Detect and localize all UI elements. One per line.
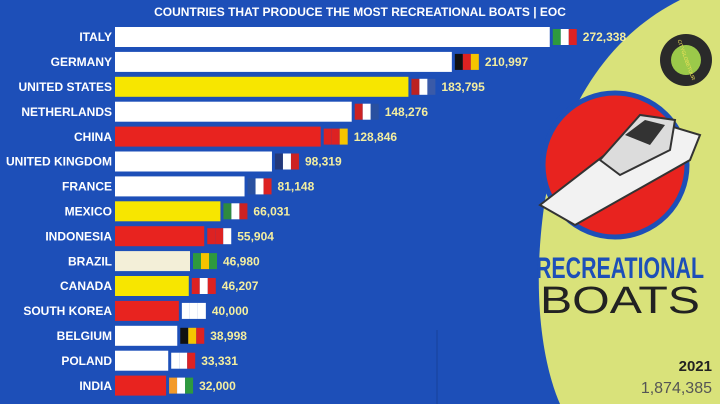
flag xyxy=(209,253,218,270)
value-label: 40,000 xyxy=(212,304,249,318)
flag xyxy=(282,153,291,170)
flag xyxy=(560,29,569,45)
bar xyxy=(115,27,550,47)
category-label: BELGIUM xyxy=(57,329,112,343)
flag xyxy=(189,302,198,319)
flag xyxy=(177,377,186,394)
flag xyxy=(354,103,363,120)
value-label: 55,904 xyxy=(237,229,274,243)
category-label: FRANCE xyxy=(62,180,112,194)
flag xyxy=(188,327,197,344)
bar xyxy=(115,251,191,272)
bar xyxy=(115,126,321,147)
flag xyxy=(193,253,202,270)
flag xyxy=(191,278,200,294)
year: 2021 xyxy=(679,358,712,375)
flag xyxy=(454,53,463,70)
category-label: CANADA xyxy=(60,279,112,293)
logo-globe xyxy=(671,45,701,75)
flag xyxy=(274,153,283,170)
flag xyxy=(196,327,205,344)
flag xyxy=(207,228,216,245)
category-label: NETHERLANDS xyxy=(21,105,112,119)
flag xyxy=(179,352,188,369)
value-label: 32,000 xyxy=(199,379,236,393)
flag xyxy=(231,203,240,220)
flag xyxy=(181,302,190,319)
flag xyxy=(171,352,180,369)
flag xyxy=(223,228,232,245)
flag xyxy=(199,278,208,294)
headline: RECREATIONAL xyxy=(536,252,704,285)
flag xyxy=(215,228,224,245)
category-label: SOUTH KOREA xyxy=(23,304,112,318)
value-label: 33,331 xyxy=(201,354,238,368)
flag xyxy=(239,203,248,220)
flag xyxy=(201,253,210,270)
chart-title: COUNTRIES THAT PRODUCE THE MOST RECREATI… xyxy=(154,5,566,19)
value-label: 66,031 xyxy=(253,204,290,218)
category-label: POLAND xyxy=(61,354,112,368)
flag xyxy=(197,302,206,319)
bar xyxy=(115,101,352,122)
flag xyxy=(568,29,577,45)
value-label: 210,997 xyxy=(485,55,529,69)
flag xyxy=(255,178,264,195)
flag xyxy=(411,78,420,95)
flag xyxy=(427,78,436,95)
value-label: 272,338 xyxy=(583,30,627,44)
flag xyxy=(180,327,189,344)
bar xyxy=(115,76,409,97)
value-label: 128,846 xyxy=(354,130,398,144)
value-label: 38,998 xyxy=(210,329,247,343)
value-label: 148,276 xyxy=(385,105,429,119)
bar xyxy=(115,300,179,321)
bar xyxy=(115,176,245,197)
bar xyxy=(115,375,167,396)
flag xyxy=(462,53,471,70)
bar xyxy=(115,226,205,247)
flag xyxy=(185,377,194,394)
flag xyxy=(419,78,428,95)
category-label: ITALY xyxy=(79,30,112,44)
flag xyxy=(370,103,379,120)
value-label: 183,795 xyxy=(441,80,485,94)
flag xyxy=(263,178,272,195)
category-label: MEXICO xyxy=(65,204,112,218)
flag xyxy=(552,29,561,45)
bar xyxy=(115,201,221,222)
flag xyxy=(169,377,178,394)
category-label: UNITED KINGDOM xyxy=(6,155,112,169)
subline: BOATS xyxy=(540,280,700,322)
bar xyxy=(115,276,189,296)
bar xyxy=(115,151,272,172)
value-label: 81,148 xyxy=(278,180,315,194)
value-label: 46,980 xyxy=(223,254,260,268)
flag xyxy=(323,128,332,145)
flag xyxy=(331,128,340,145)
flag xyxy=(362,103,371,120)
flag xyxy=(339,128,348,145)
bar xyxy=(115,325,178,346)
flag xyxy=(470,53,479,70)
category-label: CHINA xyxy=(74,130,112,144)
bar xyxy=(115,51,452,72)
value-label: 46,207 xyxy=(222,279,259,293)
category-label: BRAZIL xyxy=(68,254,112,268)
flag xyxy=(290,153,299,170)
flag xyxy=(187,352,196,369)
category-label: UNITED STATES xyxy=(18,80,112,94)
flag xyxy=(207,278,216,294)
category-label: GERMANY xyxy=(51,55,112,69)
flag xyxy=(247,178,256,195)
value-label: 98,319 xyxy=(305,155,342,169)
bar xyxy=(115,350,169,371)
category-label: INDIA xyxy=(79,379,112,393)
total: 1,874,385 xyxy=(641,380,712,397)
boat-icon xyxy=(538,113,702,227)
category-label: INDONESIA xyxy=(45,229,112,243)
flag xyxy=(223,203,232,220)
